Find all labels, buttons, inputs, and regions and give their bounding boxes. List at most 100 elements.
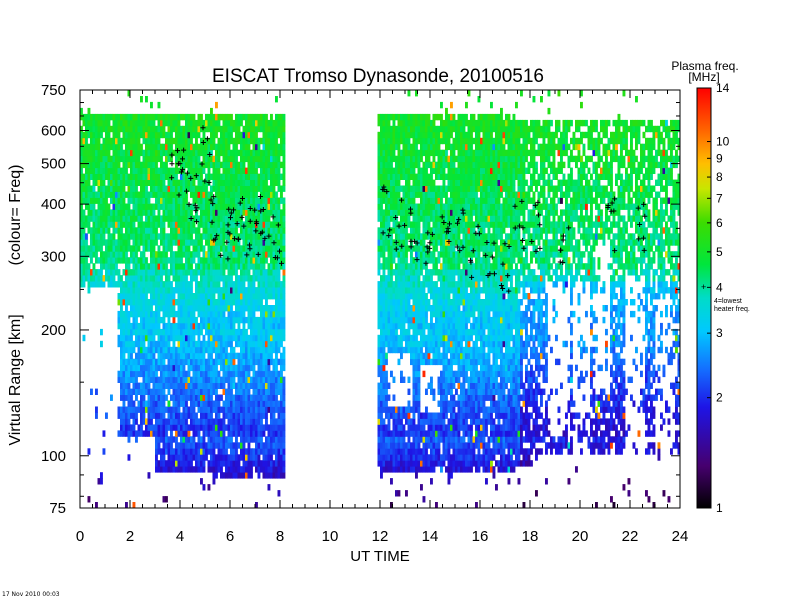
heat-cell	[172, 406, 176, 413]
heat-cell	[267, 430, 271, 437]
heat-cell	[395, 227, 398, 234]
heat-cell	[272, 197, 276, 204]
heat-cell	[135, 251, 138, 258]
heat-cell	[260, 263, 263, 270]
heat-cell	[210, 316, 213, 324]
heat-cell	[162, 125, 166, 133]
heat-cell	[232, 149, 236, 157]
heat-cell	[262, 281, 266, 288]
heat-cell	[247, 221, 251, 228]
heat-cell	[155, 125, 158, 133]
heat-cell	[237, 149, 241, 157]
heat-cell	[402, 203, 406, 210]
heat-cell	[167, 173, 171, 180]
heat-cell	[92, 197, 96, 204]
heat-cell	[275, 251, 278, 258]
heat-cell	[397, 424, 401, 431]
heat-cell	[215, 161, 218, 169]
heat-cell	[392, 209, 396, 216]
heat-cell	[200, 305, 203, 312]
heat-cell	[275, 191, 278, 198]
heat-cell	[150, 406, 153, 413]
heat-cell	[80, 275, 83, 282]
heat-cell	[270, 340, 273, 348]
heat-cell	[412, 358, 416, 366]
heat-cell	[270, 197, 273, 204]
heat-cell	[165, 334, 168, 342]
heat-cell	[187, 137, 191, 145]
heat-cell	[167, 119, 171, 127]
heat-cell	[272, 358, 276, 366]
heat-cell	[212, 113, 216, 121]
heat-cell	[125, 119, 128, 127]
heat-cell	[140, 352, 143, 360]
heat-cell	[397, 125, 401, 133]
heat-cell	[200, 454, 203, 461]
heat-cell	[207, 125, 211, 133]
heat-cell	[282, 316, 286, 324]
heat-cell	[387, 454, 391, 461]
heat-cell	[167, 203, 171, 210]
heat-cell	[282, 358, 286, 366]
heat-cell	[212, 251, 216, 258]
heat-cell	[257, 185, 261, 192]
heat-cell	[120, 281, 123, 288]
heat-cell	[95, 412, 98, 419]
heat-cell	[215, 299, 218, 306]
heat-cell	[415, 460, 418, 467]
heat-cell	[267, 322, 271, 330]
heat-cell	[227, 328, 231, 336]
heat-cell	[192, 299, 196, 306]
heat-cell	[220, 299, 223, 306]
heat-cell	[282, 412, 286, 419]
heat-cell	[377, 161, 381, 169]
heat-cell	[227, 113, 231, 121]
heat-cell	[170, 334, 173, 342]
heat-cell	[145, 167, 148, 174]
heat-cell	[160, 233, 163, 240]
heat-cell	[112, 275, 116, 282]
heat-cell	[130, 185, 133, 192]
heat-cell	[175, 394, 178, 401]
heat-cell	[267, 215, 271, 222]
heat-cell	[247, 197, 251, 204]
heat-cell	[280, 197, 283, 204]
heat-cell	[187, 328, 191, 336]
heat-cell	[387, 263, 391, 270]
heat-cell	[170, 251, 173, 258]
heat-cell	[117, 143, 121, 151]
heat-cell	[257, 358, 261, 366]
heat-cell	[257, 239, 261, 246]
heat-cell	[182, 436, 186, 443]
heat-cell	[232, 257, 236, 264]
heat-cell	[377, 239, 381, 246]
heat-cell	[212, 269, 216, 276]
heat-cell	[390, 281, 393, 288]
heat-cell	[177, 406, 181, 413]
heat-cell	[275, 442, 278, 449]
heat-cell	[280, 221, 283, 228]
heat-cell	[222, 221, 226, 228]
heat-cell	[270, 233, 273, 240]
heat-cell	[232, 233, 236, 240]
heat-cell	[100, 478, 103, 485]
heat-cell	[392, 227, 396, 234]
heat-cell	[92, 173, 96, 180]
heat-cell	[247, 287, 251, 294]
heat-cell	[395, 442, 398, 449]
heat-cell	[180, 352, 183, 360]
heat-cell	[80, 125, 83, 133]
heat-cell	[127, 418, 131, 425]
heat-cell	[90, 137, 93, 145]
heat-cell	[412, 316, 416, 324]
heat-cell	[187, 179, 191, 186]
heat-cell	[192, 418, 196, 425]
heat-cell	[152, 179, 156, 186]
heat-cell	[155, 310, 158, 318]
heat-cell	[382, 137, 386, 145]
heat-cell	[255, 322, 258, 330]
heat-cell	[402, 119, 406, 127]
heat-cell	[252, 305, 256, 312]
heat-cell	[257, 394, 261, 401]
heat-cell	[185, 119, 188, 127]
